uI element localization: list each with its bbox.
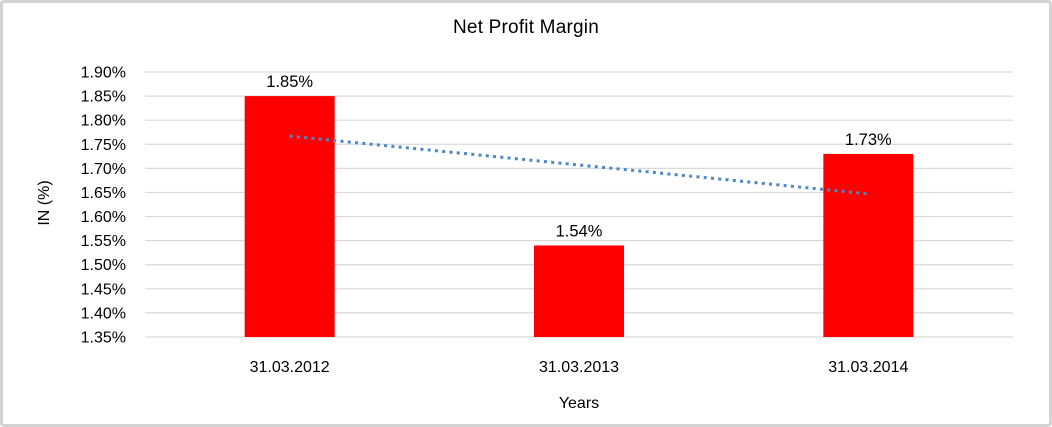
y-tick-label: 1.85% — [81, 89, 126, 106]
y-tick-label: 1.35% — [81, 330, 126, 347]
x-category-label: 31.03.2014 — [828, 359, 908, 376]
trendline — [289, 134, 869, 196]
x-axis-title: Years — [558, 395, 600, 412]
y-tick-label: 1.40% — [81, 305, 126, 322]
bar-31.03.2012 — [244, 96, 335, 337]
y-tick-label: 1.80% — [81, 113, 126, 130]
y-tick-label: 1.70% — [81, 161, 126, 178]
y-tick-label: 1.55% — [81, 233, 126, 250]
bar-data-label: 1.54% — [556, 222, 603, 240]
chart-title: Net Profit Margin — [453, 17, 599, 38]
bar-31.03.2013 — [534, 245, 624, 337]
y-tick-label: 1.45% — [81, 281, 126, 298]
x-category-label: 31.03.2012 — [250, 359, 330, 376]
y-tick-label: 1.75% — [81, 137, 126, 154]
x-category-label: 31.03.2013 — [539, 359, 619, 376]
bar-31.03.2014 — [823, 153, 914, 337]
bar-data-label: 1.73% — [845, 131, 892, 149]
y-tick-label: 1.60% — [81, 209, 126, 226]
y-tick-label: 1.50% — [81, 257, 126, 274]
y-tick-label: 1.65% — [81, 185, 126, 202]
y-tick-label: 1.90% — [81, 65, 126, 82]
bar-data-label: 1.85% — [266, 73, 313, 91]
y-axis-title: IN (%) — [36, 180, 53, 226]
